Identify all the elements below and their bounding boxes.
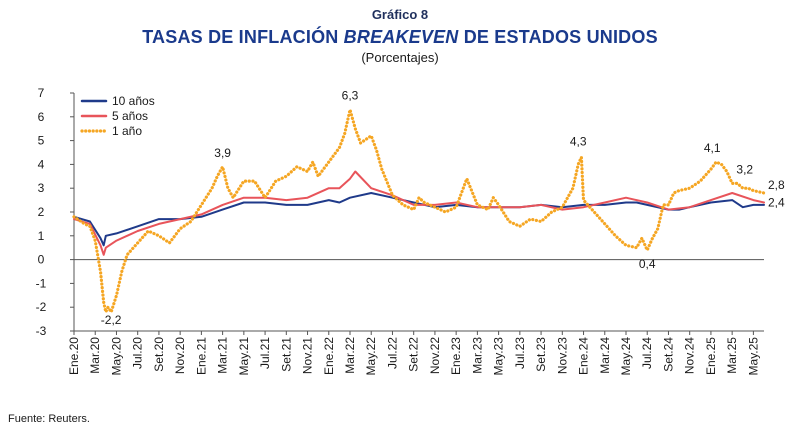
x-tick-label: Nov.20 (173, 337, 187, 374)
x-tick-label: Ene.20 (67, 337, 81, 375)
y-tick-label: 5 (38, 134, 45, 148)
data-label: 6,3 (342, 89, 359, 103)
chart-kicker: Gráfico 8 (371, 7, 429, 22)
x-tick-label: Jul.23 (513, 337, 527, 369)
chart-subtitle: (Porcentajes) (361, 50, 439, 65)
title-italic: BREAKEVEN (343, 27, 459, 47)
x-tick-label: Nov.21 (301, 337, 315, 374)
data-label: 0,4 (639, 257, 656, 271)
y-tick-label: -2 (36, 300, 47, 314)
x-tick-label: Ene.25 (704, 337, 718, 375)
x-tick-label: May.20 (109, 337, 123, 376)
legend-label-1: 5 años (112, 109, 148, 123)
x-tick-label: Mar.24 (598, 337, 612, 374)
x-tick-label: Mar.23 (470, 337, 484, 374)
legend-label-2: 1 año (112, 124, 142, 138)
data-label: 4,3 (570, 134, 587, 148)
x-tick-label: Set.24 (661, 337, 675, 372)
data-label: 3,9 (214, 146, 231, 160)
y-tick-label: 6 (38, 110, 45, 124)
x-tick-label: Jul.22 (385, 337, 399, 369)
x-tick-label: Ene.24 (577, 337, 591, 375)
x-tick-label: Ene.23 (449, 337, 463, 375)
y-tick-label: 1 (38, 229, 45, 243)
data-label: 2,4 (768, 195, 785, 209)
y-tick-label: -3 (36, 324, 47, 338)
x-tick-label: May.23 (492, 337, 506, 376)
x-tick-label: Jul.21 (258, 337, 272, 369)
chart-axes: 7 6 5 4 3 2 1 0 -1 -2 -3 Ene.20 Mar.20 May.20 Jul.20 Se… (36, 86, 764, 375)
x-tick-label: May.22 (364, 337, 378, 376)
legend-label-0: 10 años (112, 94, 155, 108)
title-part-1: TASAS DE INFLACIÓN (142, 27, 344, 47)
chart-series (72, 108, 766, 314)
y-tick-label: 4 (38, 157, 45, 171)
y-tick-label: -1 (36, 276, 47, 290)
x-tick-label: Ene.21 (194, 337, 208, 375)
x-tick-label: May.25 (746, 337, 760, 376)
x-tick-label: Mar.21 (216, 337, 230, 374)
x-tick-label: Mar.25 (725, 337, 739, 374)
x-tick-label: Nov.22 (428, 337, 442, 374)
source-note: Fuente: Reuters. (8, 413, 90, 425)
data-label: 4,1 (704, 141, 721, 155)
data-label: 2,8 (768, 178, 785, 192)
data-label: 3,2 (736, 162, 753, 176)
x-tick-label: Set.23 (534, 337, 548, 372)
x-tick-label: Ene.22 (322, 337, 336, 375)
title-part-2: DE ESTADOS UNIDOS (458, 27, 658, 47)
x-tick-label: Set.22 (407, 337, 421, 372)
x-tick-label: Jul.20 (131, 337, 145, 369)
x-tick-label: Set.20 (152, 337, 166, 372)
x-tick-label: Nov.23 (555, 337, 569, 374)
x-tick-label: May.21 (237, 337, 251, 376)
series-line-1 (73, 170, 765, 256)
x-tick-label: Mar.22 (343, 337, 357, 374)
x-tick-label: May.24 (619, 337, 633, 376)
y-tick-label: 2 (38, 205, 45, 219)
y-tick-label: 0 (38, 253, 45, 267)
y-tick-label: 3 (38, 181, 45, 195)
x-tick-label: Nov.24 (683, 337, 697, 374)
y-tick-label: 7 (38, 86, 45, 100)
data-label: -2,2 (101, 313, 122, 327)
x-tick-label: Set.21 (279, 337, 293, 372)
chart-title: TASAS DE INFLACIÓN BREAKEVEN DE ESTADOS … (0, 27, 800, 48)
chart-annotations: -2,2 3,9 6,3 4,3 0,4 4,1 3,2 2,8 2,4 (101, 89, 785, 327)
x-tick-label: Jul.24 (640, 337, 654, 369)
x-tick-label: Mar.20 (88, 337, 102, 374)
series-line-2 (72, 108, 766, 314)
